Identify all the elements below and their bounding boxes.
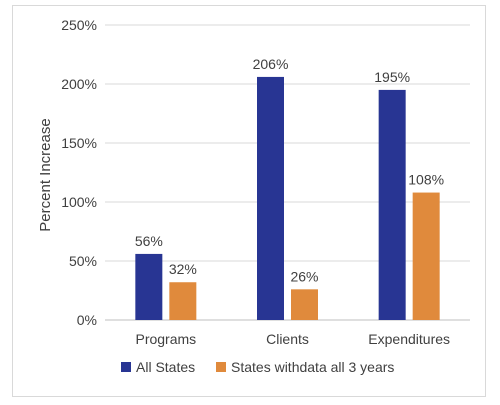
category-label: Programs (135, 331, 196, 347)
category-label: Expenditures (368, 331, 450, 347)
y-tick-label: 200% (61, 76, 97, 92)
legend: All States States withdata all 3 years (121, 359, 394, 375)
data-label: 26% (290, 268, 318, 284)
bar (378, 89, 406, 321)
y-tick-label: 50% (69, 253, 97, 269)
bars (135, 76, 440, 321)
y-tick-label: 100% (61, 194, 97, 210)
category-labels: Programs Clients Expenditures (135, 331, 450, 347)
bar (169, 282, 197, 320)
gridlines (105, 24, 470, 321)
data-label: 195% (374, 69, 410, 85)
bar (291, 289, 318, 320)
bar (257, 76, 284, 320)
data-label: 56% (135, 233, 163, 249)
legend-label: All States (136, 359, 195, 375)
legend-swatch (216, 362, 226, 372)
data-label: 206% (253, 56, 289, 72)
legend-swatch (121, 362, 131, 372)
bar (412, 192, 440, 320)
data-labels: 56% 32% 206% 26% 195% 108% (135, 56, 444, 284)
y-axis-label: Percent Increase (37, 118, 54, 231)
legend-label: States withdata all 3 years (231, 359, 394, 375)
data-label: 108% (408, 172, 444, 188)
y-tick-label: 150% (61, 135, 97, 151)
y-tick-label: 0% (77, 312, 97, 328)
y-tick-label: 250% (61, 17, 97, 33)
chart-frame (12, 5, 486, 397)
category-label: Clients (266, 331, 309, 347)
data-label: 32% (169, 261, 197, 277)
bar (135, 253, 163, 320)
y-axis-ticks: 0% 50% 100% 150% 200% 250% (61, 17, 97, 328)
